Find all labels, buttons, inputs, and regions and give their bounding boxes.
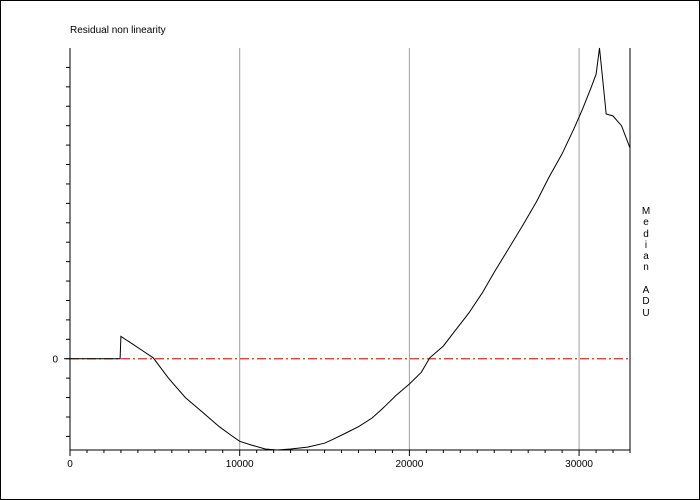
x-tick-label: 0 — [67, 459, 73, 470]
x-tick-label: 20000 — [395, 459, 423, 470]
x-tick-label: 10000 — [226, 459, 254, 470]
x-tick-label: 30000 — [565, 459, 593, 470]
y-axis-label: M e d i a n A D U — [641, 206, 651, 319]
series-line — [70, 47, 631, 451]
series-layer — [70, 47, 631, 451]
y-tick-label: 0 — [52, 355, 58, 366]
grid-layer — [239, 48, 580, 450]
chart-title: Residual non linearity — [70, 25, 166, 36]
axes-layer: 0 10000 20000 30000 0 — [52, 48, 631, 470]
